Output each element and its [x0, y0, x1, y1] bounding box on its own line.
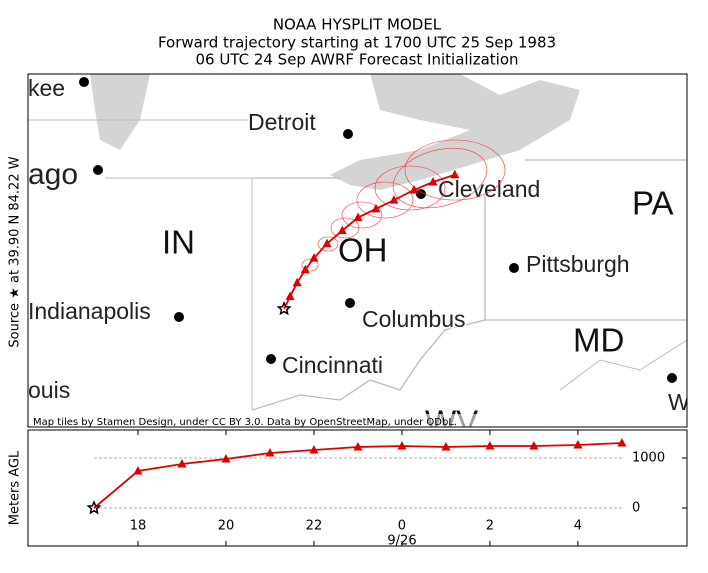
- trajectory-marker: [389, 195, 399, 204]
- attribution: Map tiles by Stamen Design, under CC BY …: [33, 417, 457, 428]
- trajectory-marker: [450, 169, 460, 179]
- x-tick-label: 22: [306, 519, 323, 534]
- height-marker: [353, 442, 363, 451]
- state-label: PA: [632, 185, 674, 222]
- height-line: [93, 442, 622, 509]
- trajectory-marker: [285, 291, 295, 301]
- city-label: Indianapolis: [28, 298, 151, 324]
- city-label: Cincinnati: [282, 352, 383, 378]
- y-tick-label: 0: [632, 501, 640, 516]
- city-label: Columbus: [362, 306, 466, 332]
- height-marker: [133, 466, 143, 475]
- city-label: ouis: [28, 377, 70, 403]
- source-label: Source ★ at 39.90 N 84.22 W: [8, 156, 23, 347]
- height-marker: [529, 441, 539, 450]
- trajectory-marker: [300, 264, 310, 274]
- height-marker: [617, 438, 627, 447]
- city-label: Detroit: [248, 109, 316, 135]
- height-marker: [309, 445, 319, 454]
- state-label: OH: [338, 232, 388, 269]
- state-label: IN: [162, 224, 195, 261]
- x-tick-label: 20: [218, 519, 235, 534]
- height-marker: [485, 441, 495, 450]
- x-tick-label: 18: [130, 519, 147, 534]
- trajectory-marker: [428, 177, 438, 186]
- height-marker: [265, 448, 275, 457]
- city-label: W: [668, 389, 690, 415]
- trajectory-marker: [309, 253, 319, 262]
- trajectory-marker: [409, 184, 419, 194]
- trajectory-marker: [292, 277, 302, 287]
- trajectory-marker: [353, 212, 363, 222]
- y-axis-label: Meters AGL: [8, 450, 23, 525]
- x-tick-label: 2: [486, 519, 494, 534]
- trajectory-marker: [371, 203, 381, 213]
- x-tick-label: 4: [574, 519, 582, 534]
- source-marker: [276, 300, 292, 316]
- basemap: kee ago Detroit Cleveland Pittsburgh Ind…: [28, 74, 690, 428]
- height-marker: [573, 440, 583, 449]
- city-label: Pittsburgh: [526, 251, 630, 277]
- trajectory-marker: [322, 238, 332, 248]
- height-marker: [221, 454, 231, 463]
- city-label: kee: [28, 75, 65, 101]
- trajectory-marker: [337, 225, 347, 235]
- plot-frame: [27, 429, 688, 547]
- title-line: Forward trajectory starting at 1700 UTC …: [158, 34, 556, 52]
- city-label: ago: [28, 158, 78, 191]
- height-marker: [397, 441, 407, 450]
- title-line: 06 UTC 24 Sep AWRF Forecast Initializati…: [195, 51, 518, 69]
- x-tick-label: 0: [398, 519, 406, 534]
- y-tick-label: 1000: [632, 451, 665, 466]
- height-marker: [441, 442, 451, 451]
- title-line: NOAA HYSPLIT MODEL: [273, 16, 442, 34]
- map-frame: [27, 73, 688, 428]
- state-label: MD: [573, 322, 624, 359]
- uncertainty-ellipses: [301, 139, 506, 272]
- city-label: Cleveland: [438, 176, 540, 202]
- source-marker: [86, 500, 102, 515]
- height-marker: [177, 459, 187, 468]
